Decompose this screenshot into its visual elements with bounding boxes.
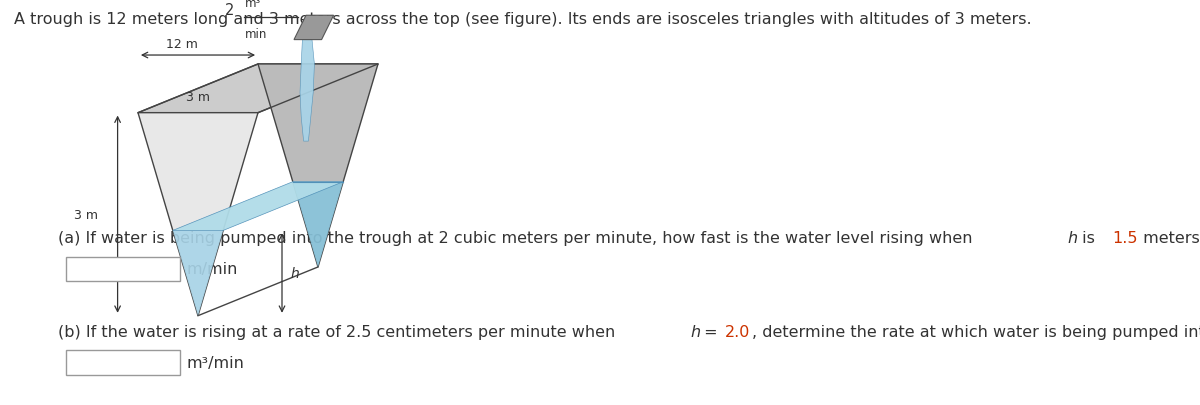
FancyBboxPatch shape bbox=[66, 257, 180, 281]
Polygon shape bbox=[138, 113, 258, 316]
Polygon shape bbox=[138, 65, 378, 113]
Text: 3 m: 3 m bbox=[74, 208, 98, 221]
Text: 3 m: 3 m bbox=[186, 90, 210, 103]
Text: 2: 2 bbox=[224, 3, 234, 18]
Text: h: h bbox=[1068, 231, 1078, 246]
FancyBboxPatch shape bbox=[66, 350, 180, 375]
Polygon shape bbox=[173, 182, 343, 231]
Text: A trough is 12 meters long and 3 meters across the top (see figure). Its ends ar: A trough is 12 meters long and 3 meters … bbox=[14, 12, 1032, 27]
Text: min: min bbox=[245, 28, 268, 41]
Text: is: is bbox=[1076, 231, 1099, 246]
Text: 1.5: 1.5 bbox=[1111, 231, 1138, 246]
Text: m³: m³ bbox=[245, 0, 262, 10]
Text: =: = bbox=[698, 324, 722, 339]
Polygon shape bbox=[300, 40, 314, 142]
Text: m³/min: m³/min bbox=[186, 355, 244, 370]
Text: 12 m: 12 m bbox=[167, 38, 198, 51]
Polygon shape bbox=[294, 16, 334, 40]
Text: h: h bbox=[290, 266, 299, 280]
Text: m/min: m/min bbox=[186, 262, 238, 277]
Polygon shape bbox=[258, 65, 378, 267]
Text: h: h bbox=[690, 324, 701, 339]
Polygon shape bbox=[173, 231, 223, 316]
Text: (b) If the water is rising at a rate of 2.5 centimeters per minute when: (b) If the water is rising at a rate of … bbox=[58, 324, 620, 339]
Polygon shape bbox=[293, 182, 343, 267]
Text: , determine the rate at which water is being pumped into the trough.: , determine the rate at which water is b… bbox=[751, 324, 1200, 339]
Text: 2.0: 2.0 bbox=[725, 324, 751, 339]
Text: meters deep?: meters deep? bbox=[1138, 231, 1200, 246]
Text: (a) If water is being pumped into the trough at 2 cubic meters per minute, how f: (a) If water is being pumped into the tr… bbox=[58, 231, 977, 246]
